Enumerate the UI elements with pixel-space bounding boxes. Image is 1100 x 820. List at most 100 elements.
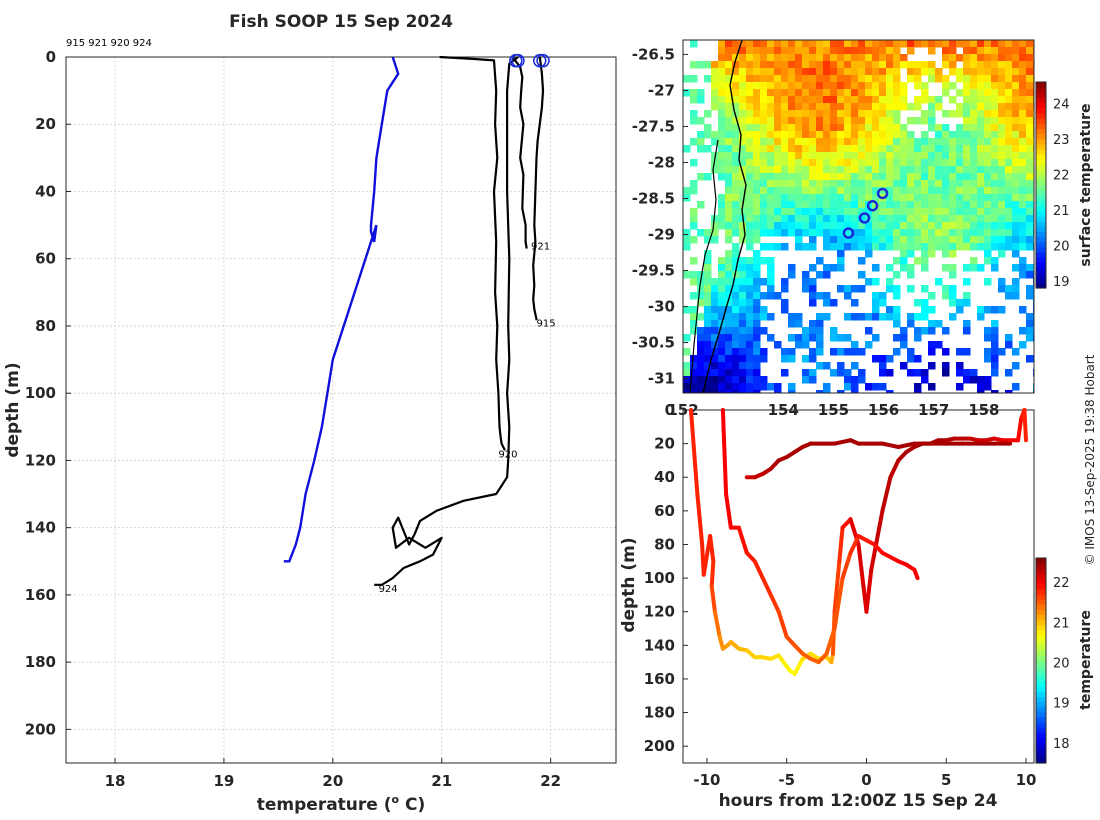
sst-cell xyxy=(704,110,712,118)
sst-cell xyxy=(767,215,775,223)
sst-cell xyxy=(928,250,936,258)
sst-cell xyxy=(837,166,845,174)
x-tick-label: 20 xyxy=(322,772,343,790)
sst-cell xyxy=(872,383,880,391)
sst-cell xyxy=(900,166,908,174)
sst-cell xyxy=(837,390,845,393)
sst-cell xyxy=(718,40,726,48)
colorbar-segment xyxy=(1036,686,1046,692)
sst-cell xyxy=(963,166,971,174)
sst-cell xyxy=(872,306,880,314)
sst-cell xyxy=(977,96,985,104)
sst-cell xyxy=(907,187,915,195)
sst-cell xyxy=(704,383,712,391)
sst-cell xyxy=(739,369,747,377)
sst-cell xyxy=(977,376,985,384)
sst-cell xyxy=(1005,215,1013,223)
sst-cell xyxy=(760,96,768,104)
sst-cell xyxy=(893,180,901,188)
sst-cell xyxy=(998,201,1006,209)
sst-cell xyxy=(879,166,887,174)
sst-cell xyxy=(781,173,789,181)
sst-cell xyxy=(830,299,838,307)
sst-cell xyxy=(739,313,747,321)
sst-cell xyxy=(837,250,845,258)
sst-cell xyxy=(746,257,754,265)
sst-cell xyxy=(865,145,873,153)
sst-cell xyxy=(991,166,999,174)
sst-cell xyxy=(893,271,901,279)
sst-cell xyxy=(746,54,754,62)
sst-cell xyxy=(921,236,929,244)
sst-cell xyxy=(865,327,873,335)
sst-cell xyxy=(921,327,929,335)
sst-cell xyxy=(1026,243,1034,251)
sst-cell xyxy=(998,285,1006,293)
sst-cell xyxy=(802,47,810,55)
sst-cell xyxy=(816,54,824,62)
colorbar-segment xyxy=(1036,568,1046,574)
sst-cell xyxy=(830,131,838,139)
lat-tick-label: -26.5 xyxy=(632,45,675,63)
sst-cell xyxy=(683,383,691,391)
sst-cell xyxy=(921,159,929,167)
sst-cell xyxy=(704,236,712,244)
sst-cell xyxy=(823,362,831,370)
sst-cell xyxy=(935,341,943,349)
section-y-label: depth (m) xyxy=(619,537,639,632)
sst-cell xyxy=(928,236,936,244)
sst-cell xyxy=(690,138,698,146)
sst-cell xyxy=(844,145,852,153)
sst-cell xyxy=(760,68,768,76)
sst-cell xyxy=(788,47,796,55)
sst-cell xyxy=(886,159,894,167)
sst-cell xyxy=(977,201,985,209)
sst-cell xyxy=(844,96,852,104)
colorbar-segment xyxy=(1036,583,1046,590)
colorbar-segment xyxy=(1036,164,1046,171)
sst-cell xyxy=(704,131,712,139)
sst-cell xyxy=(781,54,789,62)
section-segment-pass-2 xyxy=(874,508,885,547)
sst-cell xyxy=(949,54,957,62)
sst-cell xyxy=(900,173,908,181)
sst-cell xyxy=(914,390,922,393)
sst-cell xyxy=(858,257,866,265)
sst-cell xyxy=(886,215,894,223)
sst-cell xyxy=(935,103,943,111)
sst-cell xyxy=(900,180,908,188)
sst-cell xyxy=(802,54,810,62)
sst-cell xyxy=(963,243,971,251)
sst-cell xyxy=(809,117,817,125)
sst-cell xyxy=(914,40,922,48)
sst-cell xyxy=(970,82,978,90)
sst-cell xyxy=(718,54,726,62)
sst-cell xyxy=(711,327,719,335)
sst-cell xyxy=(781,138,789,146)
sst-cell xyxy=(963,124,971,132)
sst-cell xyxy=(746,264,754,272)
sst-cell xyxy=(963,320,971,328)
sst-cell xyxy=(774,187,782,195)
sst-cell xyxy=(767,271,775,279)
sst-cell xyxy=(802,285,810,293)
sst-cell xyxy=(970,138,978,146)
sst-cell xyxy=(1026,285,1034,293)
sst-cell xyxy=(830,117,838,125)
sst-cell xyxy=(907,201,915,209)
sst-cell xyxy=(725,201,733,209)
sst-cell xyxy=(921,40,929,48)
sst-cell xyxy=(767,89,775,97)
sst-cell xyxy=(830,187,838,195)
colorbar-segment xyxy=(1036,711,1046,718)
sst-cell xyxy=(963,96,971,104)
sst-cell xyxy=(781,110,789,118)
sst-cell xyxy=(774,194,782,202)
sst-cell xyxy=(823,180,831,188)
sst-cell xyxy=(704,145,712,153)
sst-cell xyxy=(858,40,866,48)
sst-cell xyxy=(949,173,957,181)
section-segment-pass-1 xyxy=(688,408,700,497)
sst-cell xyxy=(725,271,733,279)
